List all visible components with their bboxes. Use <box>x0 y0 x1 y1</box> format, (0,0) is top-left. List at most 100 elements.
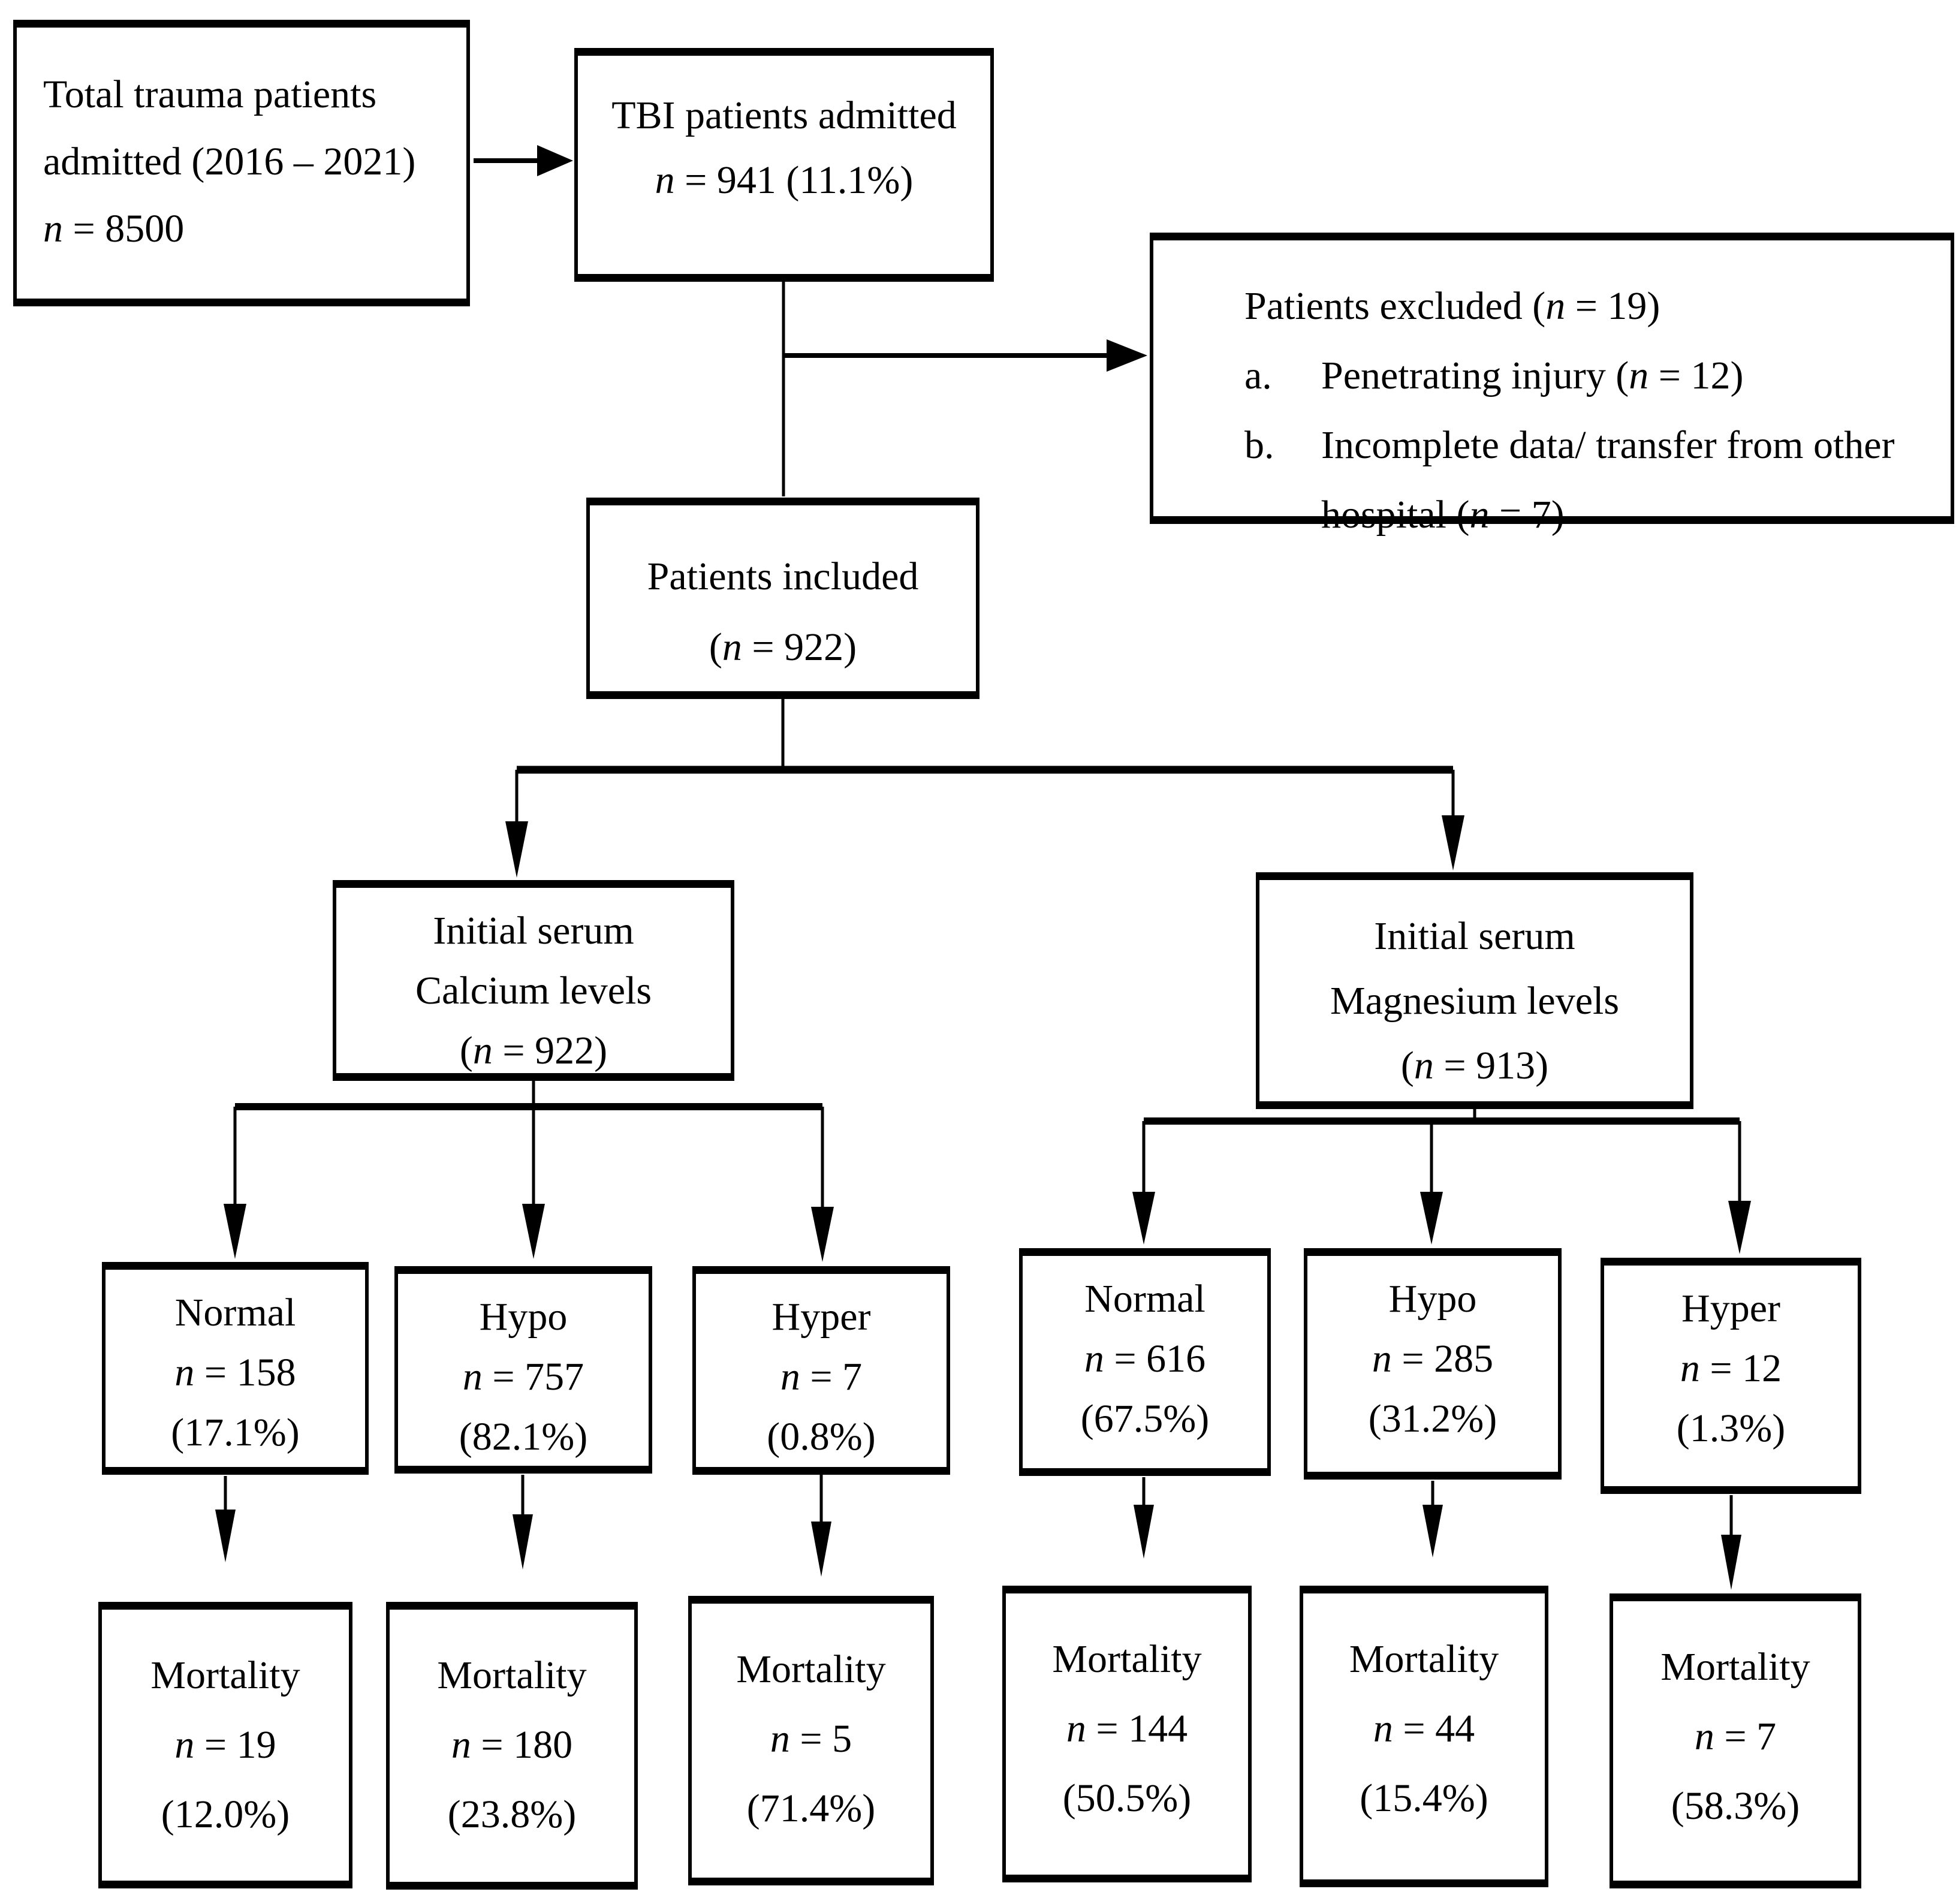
box-magnesium-hypo: Hypo n = 285 (31.2%) <box>1304 1248 1562 1480</box>
excluded-item-b: b. Incomplete data/ transfer from other … <box>1244 411 1934 550</box>
text-segment: ( <box>1400 1044 1414 1087</box>
text-line: Mortality <box>692 1635 930 1704</box>
n-value: = 941 (11.1%) <box>674 158 914 202</box>
text-line: n = 5 <box>692 1704 930 1774</box>
text-line: Magnesium levels <box>1259 969 1690 1034</box>
text-segment: Initial serum <box>433 909 634 953</box>
box-magnesium-normal: Normal n = 616 (67.5%) <box>1019 1248 1271 1476</box>
text-segment: admitted (2016 – 2021) <box>43 140 416 183</box>
text-segment: Normal <box>1084 1277 1205 1321</box>
text-line: admitted (2016 – 2021) <box>43 128 450 195</box>
n-symbol: n <box>722 625 742 669</box>
text-line: (71.4%) <box>692 1774 930 1843</box>
percent-value: (71.4%) <box>746 1786 876 1830</box>
box-tbi-admitted: TBI patients admitted n = 941 (11.1%) <box>574 48 994 282</box>
percent-value: (12.0%) <box>161 1792 290 1836</box>
text-line: Hypo <box>398 1287 649 1347</box>
text-line: (15.4%) <box>1303 1764 1545 1833</box>
box-patients-excluded: Patients excluded (n = 19) a. Penetratin… <box>1150 233 1954 537</box>
n-value: = 913) <box>1433 1044 1549 1087</box>
percent-value: (0.8%) <box>767 1415 876 1459</box>
text-line: (n = 922) <box>336 1021 731 1081</box>
box-calcium-normal: Normal n = 158 (17.1%) <box>102 1262 369 1475</box>
text-line: n = 757 <box>398 1347 649 1407</box>
text-segment: ( <box>459 1029 473 1072</box>
text-line: n = 7 <box>1613 1702 1858 1772</box>
percent-value: (50.5%) <box>1062 1776 1192 1820</box>
text-line: n = 616 <box>1023 1329 1267 1389</box>
text-line: hospital (n = 7) <box>1321 480 1934 550</box>
n-value: = 12) <box>1648 354 1744 397</box>
n-value: = 8500 <box>63 207 185 251</box>
n-value: = 180 <box>471 1723 573 1767</box>
text-line: n = 158 <box>106 1343 365 1403</box>
percent-value: (17.1%) <box>171 1411 300 1454</box>
n-symbol: n <box>655 158 675 202</box>
n-value: = 144 <box>1086 1707 1188 1751</box>
text-line: Penetrating injury (n = 12) <box>1321 341 1934 411</box>
text-line: Mortality <box>1613 1632 1858 1702</box>
text-line: n = 44 <box>1303 1694 1545 1764</box>
text-line: (23.8%) <box>390 1780 634 1849</box>
text-line: (67.5%) <box>1023 1389 1267 1449</box>
n-value: = 922) <box>742 625 857 669</box>
n-value: = 158 <box>194 1351 296 1394</box>
percent-value: (1.3%) <box>1676 1406 1786 1450</box>
n-symbol: n <box>1545 284 1566 328</box>
text-line: Hyper <box>1604 1279 1858 1339</box>
box-mortality-magnesium-normal: Mortality n = 144 (50.5%) <box>1002 1586 1252 1882</box>
text-segment: Mortality <box>437 1653 587 1697</box>
text-line: Mortality <box>390 1641 634 1710</box>
n-value: = 757 <box>482 1355 584 1399</box>
box-mortality-magnesium-hypo: Mortality n = 44 (15.4%) <box>1300 1586 1548 1887</box>
n-value: = 285 <box>1391 1337 1494 1381</box>
n-symbol: n <box>1680 1346 1700 1390</box>
text-line: Normal <box>1023 1269 1267 1329</box>
text-segment: Mortality <box>150 1653 300 1697</box>
n-symbol: n <box>1414 1044 1434 1087</box>
text-line: Initial serum <box>1259 904 1690 969</box>
n-value: = 19 <box>194 1723 276 1767</box>
box-patients-included: Patients included (n = 922) <box>586 498 980 699</box>
n-value: = 19) <box>1565 284 1660 328</box>
text-line: n = 180 <box>390 1710 634 1780</box>
arrow-to-excluded <box>783 339 1147 372</box>
text-segment: Mortality <box>1349 1637 1499 1681</box>
list-marker: a. <box>1244 354 1272 397</box>
text-segment: Calcium levels <box>415 969 652 1013</box>
n-symbol: n <box>1084 1337 1104 1381</box>
text-segment: Patients excluded ( <box>1244 284 1546 328</box>
text-segment: Hyper <box>771 1295 871 1339</box>
text-segment: Hypo <box>479 1295 568 1339</box>
text-line: (58.3%) <box>1613 1772 1858 1841</box>
text-line: Mortality <box>1303 1625 1545 1694</box>
text-line: Normal <box>106 1283 365 1343</box>
text-segment: Mortality <box>1660 1645 1810 1689</box>
split-included-to-serum <box>505 699 1464 878</box>
n-value: = 7) <box>1489 493 1565 537</box>
text-line: Calcium levels <box>336 961 731 1021</box>
box-mortality-calcium-hypo: Mortality n = 180 (23.8%) <box>386 1602 638 1890</box>
percent-value: (23.8%) <box>447 1792 577 1836</box>
text-line: Mortality <box>102 1641 349 1710</box>
text-segment: TBI patients admitted <box>611 94 957 137</box>
n-symbol: n <box>451 1723 471 1767</box>
text-line: Patients included <box>590 541 976 612</box>
text-line: (17.1%) <box>106 1403 365 1463</box>
text-segment: Normal <box>174 1291 296 1334</box>
split-magnesium-branches <box>1132 1109 1751 1254</box>
text-segment: Hyper <box>1681 1287 1780 1330</box>
text-segment: Mortality <box>1052 1637 1202 1681</box>
text-line: (1.3%) <box>1604 1399 1858 1459</box>
text-line: n = 8500 <box>43 195 450 263</box>
n-symbol: n <box>1373 1707 1393 1751</box>
text-line: Incomplete data/ transfer from other hos… <box>1321 411 1934 550</box>
n-value: = 7 <box>1714 1715 1777 1758</box>
text-line: Patients excluded (n = 19) <box>1244 272 1934 341</box>
text-segment: Penetrating injury ( <box>1321 354 1629 397</box>
n-value: = 5 <box>789 1717 852 1761</box>
text-line: TBI patients admitted <box>578 83 990 148</box>
n-symbol: n <box>174 1723 195 1767</box>
box-serum-calcium: Initial serum Calcium levels (n = 922) <box>333 880 734 1081</box>
